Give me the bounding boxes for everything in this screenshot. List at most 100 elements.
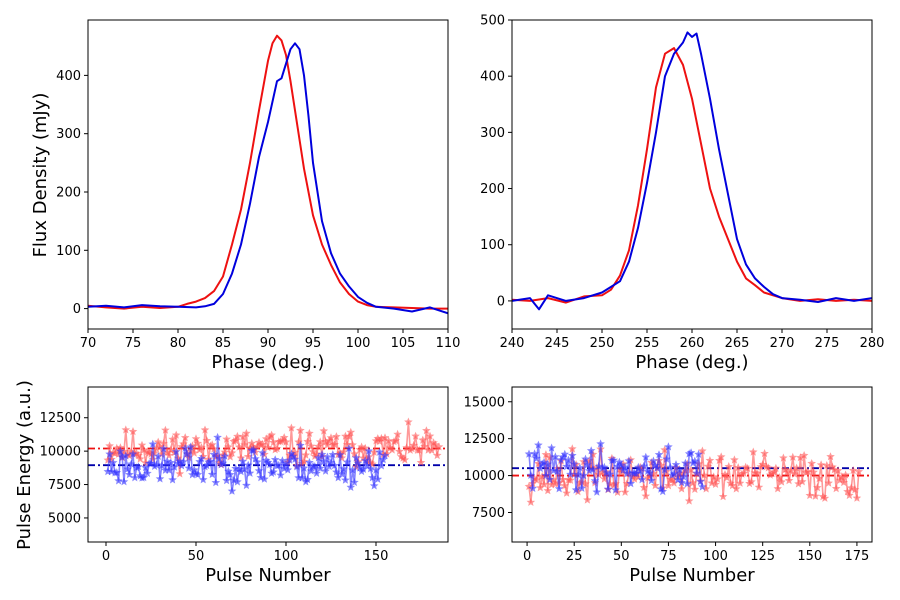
- red-point: [837, 472, 847, 481]
- blue-point: [227, 486, 237, 495]
- blue-point: [575, 463, 585, 472]
- x-tick-label: 240: [500, 336, 525, 351]
- red-point: [764, 463, 773, 472]
- blue-point: [215, 454, 224, 463]
- x-tick-label: 75: [125, 336, 142, 351]
- y-tick-label: 10000: [40, 445, 81, 460]
- blue-point: [148, 439, 158, 448]
- red-point: [534, 459, 543, 468]
- x-tick-label: 265: [725, 336, 750, 351]
- red-point: [152, 443, 161, 452]
- blue-point: [159, 444, 168, 453]
- red-point: [344, 432, 354, 441]
- blue-point: [290, 454, 300, 463]
- blue-point: [305, 458, 314, 467]
- blue-point: [182, 449, 192, 458]
- blue-point: [233, 477, 242, 486]
- red-point: [107, 455, 116, 464]
- red-point: [722, 473, 732, 482]
- blue-point: [180, 443, 190, 452]
- panel-energy-left: 0 50 100 150 5000 7500 10000 12500 Pulse Number…: [14, 380, 449, 586]
- red-point: [813, 483, 822, 492]
- blue-point: [369, 481, 379, 490]
- red-point: [281, 437, 291, 446]
- red-point: [380, 433, 390, 442]
- blue-point: [609, 455, 619, 464]
- blue-point: [186, 442, 195, 451]
- blue-point: [197, 454, 206, 463]
- blue-point: [242, 480, 251, 490]
- blue-point: [346, 482, 356, 491]
- red-point: [346, 427, 356, 436]
- red-point: [715, 456, 724, 465]
- red-point: [184, 453, 194, 462]
- blue-point: [635, 466, 645, 475]
- x-tick-label: 0: [523, 549, 531, 564]
- red-point: [321, 437, 330, 446]
- blue-point: [207, 470, 217, 479]
- x-tick-label: 175: [845, 549, 870, 564]
- y-tick-label: 300: [480, 126, 505, 141]
- blue-point: [107, 467, 116, 476]
- data-layer: [512, 31, 872, 311]
- blue-point: [249, 445, 258, 454]
- blue-series-line: [512, 31, 872, 311]
- red-point: [234, 442, 244, 451]
- blue-point: [364, 446, 374, 455]
- red-point: [188, 441, 197, 450]
- blue-point: [342, 457, 352, 466]
- y-tick-label: 100: [56, 244, 81, 259]
- red-point: [799, 451, 809, 460]
- blue-point: [177, 461, 186, 470]
- red-point: [162, 447, 172, 456]
- red-point: [209, 444, 219, 453]
- red-point: [414, 445, 424, 454]
- blue-point: [341, 475, 350, 484]
- red-point: [103, 455, 113, 464]
- blue-point: [134, 462, 143, 471]
- red-point: [396, 452, 406, 461]
- blue-point: [686, 448, 696, 457]
- blue-point: [287, 449, 296, 458]
- blue-point: [314, 453, 323, 462]
- blue-point: [654, 450, 664, 459]
- blue-point: [213, 432, 222, 441]
- red-point: [404, 417, 413, 426]
- blue-point: [371, 465, 381, 474]
- red-point: [634, 472, 643, 481]
- red-point: [175, 469, 185, 478]
- blue-point: [641, 452, 651, 461]
- red-point: [583, 495, 592, 504]
- red-point: [429, 438, 438, 447]
- red-point: [848, 466, 858, 475]
- blue-point: [306, 466, 316, 475]
- red-point: [826, 452, 835, 461]
- blue-point: [108, 458, 118, 467]
- blue-point: [671, 460, 681, 469]
- blue-point: [573, 470, 583, 479]
- red-point: [432, 450, 442, 460]
- red-point: [240, 440, 249, 449]
- red-point: [718, 492, 728, 501]
- axes-frame: [511, 19, 873, 330]
- red-point: [373, 434, 383, 443]
- blue-point: [323, 452, 332, 461]
- red-point: [688, 478, 698, 487]
- blue-point: [368, 473, 377, 482]
- blue-point: [321, 466, 330, 475]
- red-point: [733, 463, 743, 472]
- blue-point: [692, 468, 701, 477]
- y-tick-label: 400: [480, 70, 505, 85]
- blue-series-line: [88, 42, 448, 315]
- red-point: [125, 451, 134, 460]
- blue-point: [585, 466, 594, 475]
- blue-point: [362, 461, 372, 470]
- red-point: [290, 447, 300, 456]
- blue-point: [179, 457, 188, 466]
- red-point: [622, 479, 632, 488]
- blue-point: [209, 450, 219, 459]
- red-point: [701, 484, 711, 493]
- blue-point: [656, 484, 666, 493]
- blue-point: [658, 487, 668, 496]
- red-point: [128, 427, 138, 436]
